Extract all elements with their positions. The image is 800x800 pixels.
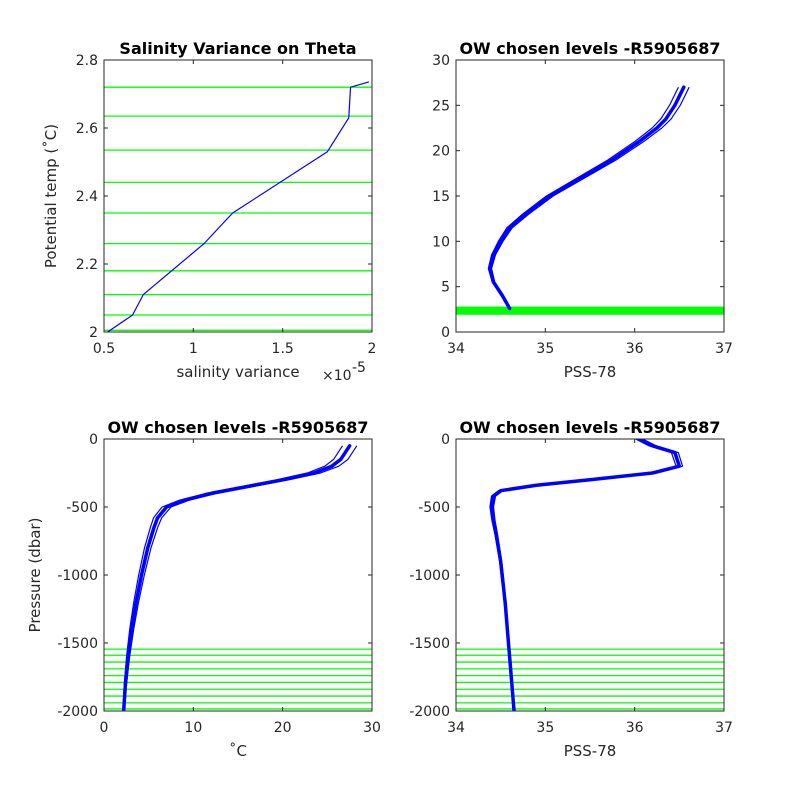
data-line-1	[488, 85, 686, 311]
x-exponent-label: ×10	[322, 368, 352, 384]
y-tick-label: -500	[418, 500, 450, 516]
chart-title: Salinity Variance on Theta	[119, 39, 356, 58]
y-tick-label: 2.6	[76, 121, 98, 137]
data-line-spread-1	[123, 445, 358, 711]
chart-panel-3: 0 10 20 30 -2000 -1500 -1000 -500 0 OW chosen lev…	[26, 418, 381, 760]
data-line-spread-2	[122, 445, 344, 711]
x-tick-label: 2	[368, 341, 377, 357]
y-tick-label: 20	[432, 144, 450, 160]
plot-area	[104, 60, 372, 332]
x-tick-label: 34	[447, 341, 465, 357]
y-tick-label: -1500	[57, 636, 98, 652]
chart-panel-4: 34 35 36 37 -2000 -1500 -1000 -500 0 OW chosen le…	[409, 418, 733, 760]
x-tick-label: 35	[536, 720, 554, 736]
y-tick-label: 2.2	[76, 257, 98, 273]
x-tick-label: 30	[363, 720, 381, 736]
y-tick-label: 10	[432, 234, 450, 250]
x-tick-label: 10	[184, 720, 202, 736]
chart-panel-1: 0.5 1 1.5 2 2 2.2 2.4 2.6 2.8 Salinity Variance o…	[42, 39, 376, 384]
plot-area	[456, 60, 724, 332]
plot-data	[104, 444, 372, 711]
x-axis-label: ˚C	[229, 742, 247, 760]
y-tick-label: -2000	[409, 704, 450, 720]
y-tick-label: 2.8	[76, 53, 98, 69]
y-tick-label: 5	[441, 280, 450, 296]
plot-data	[456, 439, 724, 711]
x-axis-label: PSS-78	[564, 363, 617, 381]
x-tick-label: 35	[536, 341, 554, 357]
x-tick-label: 37	[715, 341, 733, 357]
chart-title: OW chosen levels -R5905687	[459, 418, 720, 437]
y-tick-label: 15	[432, 189, 450, 205]
data-line-spread-2	[487, 86, 679, 309]
data-line-spread-1	[492, 439, 684, 711]
data-line-spread-1	[490, 86, 690, 309]
x-tick-label: 36	[626, 720, 644, 736]
chart-panel-2: 34 35 36 37 0 5 10 15 20 25 30 OW chosen levels -R5…	[432, 39, 733, 381]
data-line-1	[489, 439, 682, 711]
plot-area	[104, 439, 372, 711]
data-line-1	[121, 444, 352, 711]
y-tick-label: -500	[66, 500, 98, 516]
x-tick-label: 36	[626, 341, 644, 357]
x-tick-label: 20	[274, 720, 292, 736]
x-axis-label: PSS-78	[564, 742, 617, 760]
x-exponent: -5	[352, 360, 366, 376]
y-tick-label: -1000	[409, 568, 450, 584]
y-tick-label: -2000	[57, 704, 98, 720]
chart-title: OW chosen levels -R5905687	[459, 39, 720, 58]
data-line-1	[106, 81, 370, 332]
y-axis-label: Potential temp (˚C)	[42, 124, 60, 268]
y-tick-label: 2.4	[76, 189, 98, 205]
y-tick-label: 0	[441, 432, 450, 448]
data-line-spread-2	[489, 439, 677, 711]
y-tick-label: 25	[432, 98, 450, 114]
y-tick-label: 0	[89, 432, 98, 448]
chart-title: OW chosen levels -R5905687	[107, 418, 368, 437]
x-tick-label: 1	[189, 341, 198, 357]
x-tick-label: 0	[100, 720, 109, 736]
x-tick-label: 37	[715, 720, 733, 736]
y-tick-label: 0	[441, 325, 450, 341]
plot-data	[456, 85, 724, 315]
y-tick-label: -1500	[409, 636, 450, 652]
x-axis-label: salinity variance	[176, 363, 299, 381]
x-tick-label: 34	[447, 720, 465, 736]
x-tick-label: 0.5	[93, 341, 115, 357]
plot-data	[104, 81, 372, 332]
x-tick-label: 1.5	[272, 341, 294, 357]
y-tick-label: 2	[89, 325, 98, 341]
y-tick-label: -1000	[57, 568, 98, 584]
y-tick-label: 30	[432, 53, 450, 69]
level-band	[456, 306, 724, 315]
y-axis-label: Pressure (dbar)	[26, 518, 44, 633]
